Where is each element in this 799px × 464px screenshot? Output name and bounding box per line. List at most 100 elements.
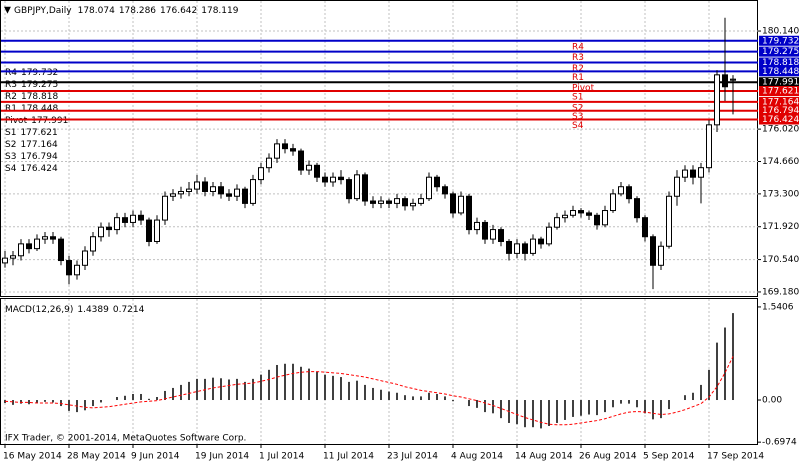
candle-body [10,255,16,259]
candle-body [602,210,608,226]
pivot-price-label: 178.818 [762,58,799,68]
pivot-price-label: 179.275 [762,47,799,57]
pivot-price-label: 178.448 [762,67,799,77]
candle-body [506,240,512,254]
pivot-name-label: S2 [572,103,583,113]
candle-body [626,186,632,200]
candle-body [194,181,200,190]
y-tick-label: 169.180 [762,287,799,297]
y-tick-label: -0.6974 [762,438,797,448]
pivot-list-value: 179.275 [21,80,58,90]
price-panel [0,0,758,297]
macd-header: MACD(12,26,9) 1.4389 0.7214 [5,305,145,315]
candle-body [154,219,160,242]
pivot-name-label: R4 [572,42,584,52]
candle-body [90,236,96,252]
candle-body [130,214,136,223]
pivot-list-value: 178.448 [21,104,58,114]
price-label-box [759,46,799,57]
last-open: 178.074 [78,6,115,16]
candle-body [290,148,296,152]
pivot-list-name: R3 [5,80,17,90]
candle-body [186,188,192,192]
x-tick-label: 1 Jul 2014 [259,452,304,462]
pivot-list-value: 178.818 [21,92,58,102]
pivot-name-label: S3 [572,112,583,122]
candle-body [594,214,600,226]
candle-body [346,179,352,200]
x-tick-label: 26 Aug 2014 [579,452,637,462]
price-label-box [759,35,799,46]
candle-body [298,150,304,171]
candle-body [34,238,40,250]
y-tick-label: 171.920 [762,222,799,232]
pivot-price-label: 176.794 [762,106,799,116]
candle-body [394,198,400,204]
price-label-box [759,86,799,97]
pivot-list-value: 179.732 [21,68,58,78]
candle-body [514,243,520,254]
candle-body [434,176,440,188]
last-high: 178.286 [119,6,156,16]
candle-body [562,214,568,219]
candle-body [578,210,584,214]
y-tick-label: 173.300 [762,189,799,199]
candle-body [266,157,272,169]
pivot-list-name: R4 [5,68,17,78]
x-tick-label: 11 Jul 2014 [323,452,374,462]
candle-body [138,214,144,221]
candle-body [378,200,384,204]
candle-body [682,169,688,178]
candle-body [66,260,72,276]
macd-title: MACD(12,26,9) [5,305,73,315]
pivot-list-item: R2 178.818 [5,92,58,102]
candle-body [146,219,152,242]
candle-body [98,226,104,238]
candle-body [322,176,328,183]
candle-body [122,217,128,223]
candle-body [450,193,456,214]
price-label-box [759,114,799,125]
pivot-list-value: 177.621 [20,128,57,138]
candle-body [530,238,536,254]
price-label-box [759,96,799,107]
pivot-list-item: R3 179.275 [5,80,58,90]
candle-body [458,195,464,214]
candle-body [690,169,696,178]
signal-value: 0.7214 [113,305,145,315]
price-label-box [759,77,799,88]
pivot-list-value: 177.164 [20,140,57,150]
candle-body [354,174,360,200]
signal-line [4,356,734,426]
candle-body [610,193,616,212]
candle-body [82,250,88,266]
candle-body [114,217,120,231]
pivot-name-label: Pivot [572,84,595,94]
chart-header: GBPJPY,Daily 178.074 178.286 176.642 178.119 [14,6,239,16]
candle-body [722,74,728,88]
x-tick-label: 4 Aug 2014 [451,452,503,462]
price-label-box [759,105,799,116]
candle-body [698,167,704,178]
candle-body [650,236,656,266]
candle-body [706,124,712,169]
candle-body [658,245,664,266]
candle-body [442,186,448,195]
pivot-price-label: 177.621 [762,87,799,97]
candle-body [370,200,376,204]
pivot-list-value: 176.424 [20,164,57,174]
pivot-list-name: S4 [5,164,17,174]
pivot-list-name: R1 [5,104,17,114]
pivot-name-label: R1 [572,73,584,83]
x-tick-label: 19 Jun 2014 [195,452,249,462]
candle-body [618,186,624,195]
candle-body [426,176,432,200]
candle-body [234,188,240,197]
candle-body [674,176,680,197]
candle-body [274,143,280,159]
candle-body [474,221,480,231]
candle-body [546,226,552,245]
candle-body [162,195,168,221]
candle-body [330,176,336,183]
